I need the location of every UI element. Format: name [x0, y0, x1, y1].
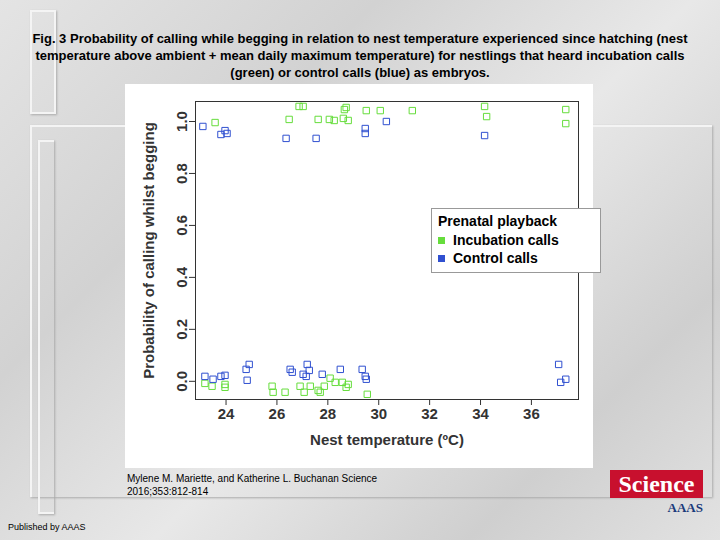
svg-text:0.2: 0.2 — [173, 319, 190, 340]
html-text:Incubation calls: Incubation calls — [453, 232, 559, 248]
svg-text:1.0: 1.0 — [173, 111, 190, 132]
svg-text:26: 26 — [269, 405, 286, 422]
html-text:Published by AAAS: Published by AAAS — [8, 522, 86, 532]
html-text:Science: Science — [618, 471, 695, 497]
svg-text:Probability of calling whilst: Probability of calling whilst begging — [140, 122, 157, 379]
svg-text:0.8: 0.8 — [173, 163, 190, 184]
html-text:Mylene M. Mariette, and Kather: Mylene M. Mariette, and Katherine L. Buc… — [127, 473, 378, 497]
html-text:Fig. 3 Probability of calling: Fig. 3 Probability of calling while begg… — [32, 31, 688, 80]
html-text:Prenatal playback: Prenatal playback — [438, 213, 558, 229]
svg-text:0.6: 0.6 — [173, 215, 190, 236]
svg-text:0.4: 0.4 — [173, 266, 190, 288]
svg-text:34: 34 — [472, 405, 489, 422]
html-text:Control calls: Control calls — [453, 250, 538, 266]
svg-text:24: 24 — [218, 405, 235, 422]
svg-text:30: 30 — [370, 405, 387, 422]
html-text:AAAS: AAAS — [667, 500, 703, 515]
svg-text:Nest temperature (ºC): Nest temperature (ºC) — [310, 431, 464, 448]
svg-text:36: 36 — [523, 405, 540, 422]
svg-text:32: 32 — [421, 405, 438, 422]
svg-text:0.0: 0.0 — [173, 371, 190, 392]
svg-text:28: 28 — [319, 405, 336, 422]
